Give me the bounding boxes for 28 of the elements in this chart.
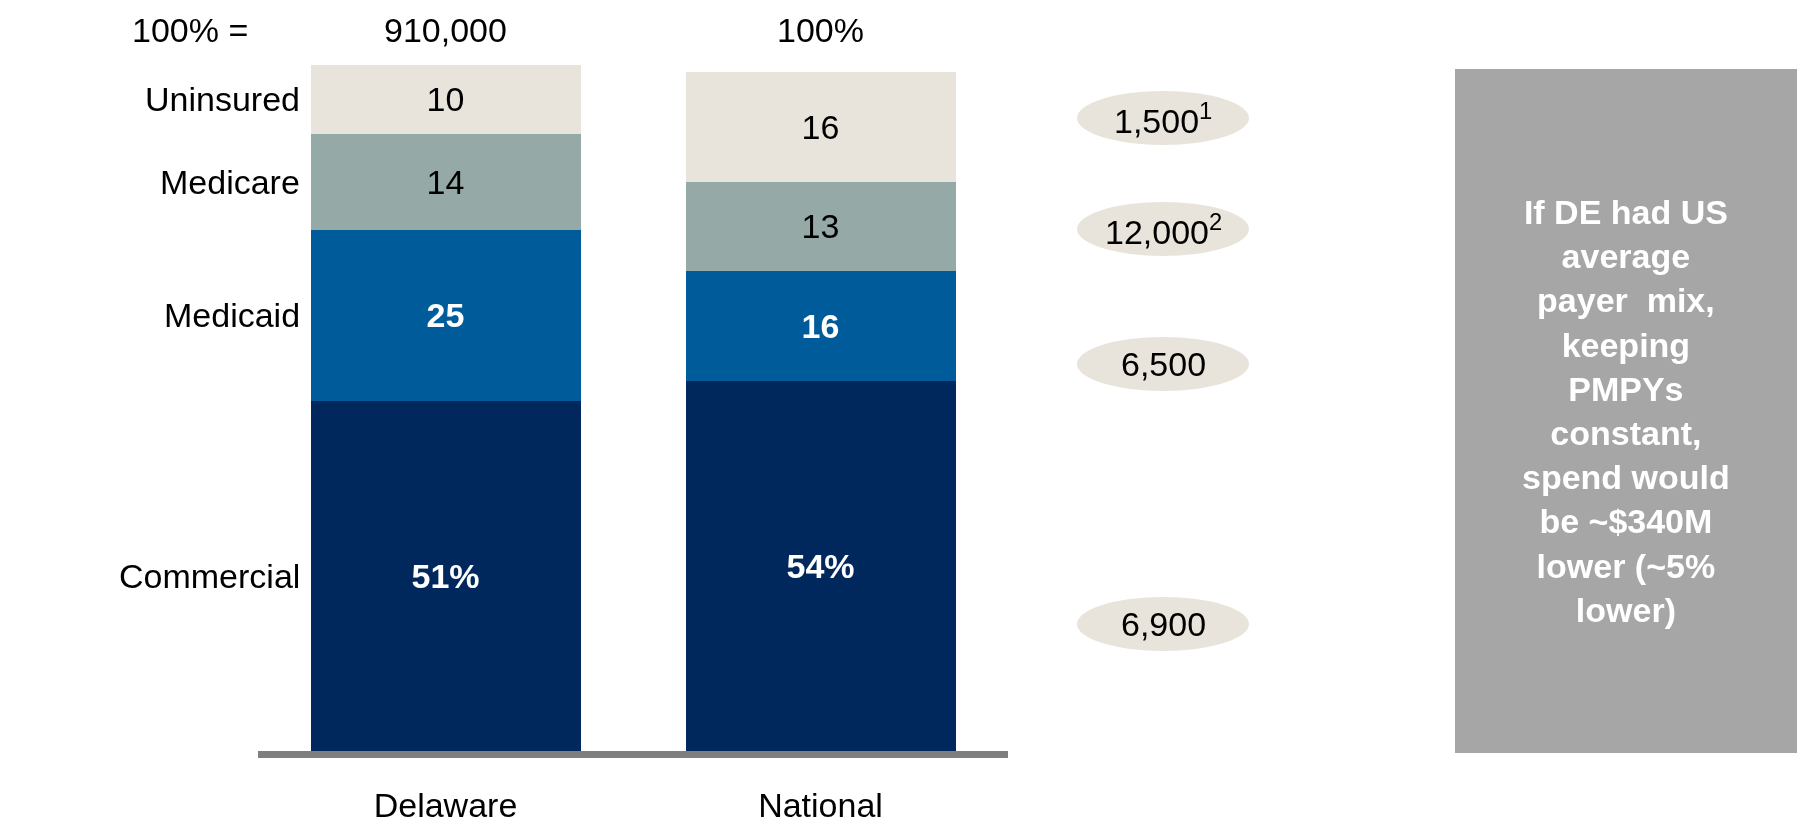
text: 100% (777, 11, 864, 49)
data-label: 16 (801, 107, 840, 146)
x-tick-label: National (758, 785, 883, 824)
text: 1,500$^{1}$ (1114, 97, 1213, 141)
data-label: 10 (426, 80, 465, 119)
series-label: Commercial (119, 557, 301, 595)
bar (685, 181, 956, 271)
text: 12,000$^{2}$ (1105, 208, 1223, 252)
text: If DE had US average payer mix, keeping PMPYs constant, spend would be ~$340M lower (~5% lower) (1522, 193, 1730, 629)
data-label: 51% (411, 557, 480, 596)
data-label: 54% (786, 546, 855, 585)
bar (685, 270, 956, 381)
data-label: 13 (801, 207, 840, 246)
data-label: 25 (426, 296, 465, 335)
series-label: Medicare (160, 163, 300, 201)
bar (685, 71, 956, 182)
data-label: 14 (426, 162, 465, 201)
series-label: Medicaid (164, 296, 301, 334)
bar (310, 65, 581, 134)
text: 910,000 (384, 11, 507, 49)
text: 100% = (132, 11, 249, 49)
series-label: Uninsured (145, 80, 300, 118)
text: 6,500 (1121, 345, 1207, 383)
bar (310, 229, 581, 402)
x-tick-label: Delaware (373, 785, 518, 824)
data-label: 16 (801, 306, 840, 345)
text: 6,900 (1121, 605, 1207, 643)
bar (310, 133, 581, 230)
